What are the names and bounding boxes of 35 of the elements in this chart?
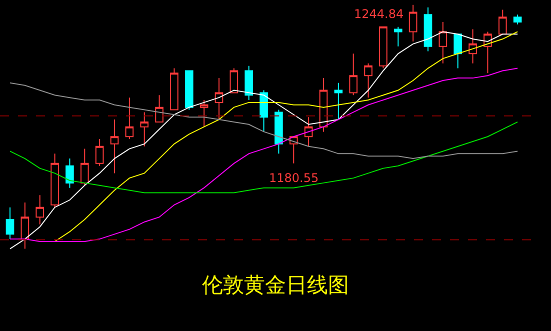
candlestick: [304, 116, 313, 147]
candlestick: [200, 100, 208, 128]
candlestick: [513, 14, 522, 25]
candlestick: [36, 194, 44, 225]
candlestick: [468, 28, 477, 64]
text: 伦敦黄金日线图: [202, 273, 349, 298]
candlestick: [379, 26, 388, 69]
annotation: 1180.55: [269, 171, 319, 185]
candlestick: [155, 94, 164, 122]
candlestick: [95, 138, 104, 166]
candlestick: [184, 70, 194, 110]
candlestick: [424, 6, 432, 52]
candlestick: [364, 62, 372, 98]
annotation: 1244.84: [354, 7, 404, 21]
candlestick: [394, 26, 402, 47]
candlestick: [334, 82, 343, 120]
candlestick: [140, 112, 149, 147]
candlestick: [214, 78, 224, 120]
candlestick: [20, 202, 30, 250]
candlestick: [66, 158, 74, 188]
candlestick: [260, 90, 268, 132]
candlestick: [244, 65, 254, 101]
candlestick: [50, 153, 59, 208]
candlestick: [349, 53, 358, 96]
candlestick: [6, 206, 14, 240]
candlestick: [454, 34, 462, 69]
candlestick: [170, 68, 178, 110]
candlestick: [498, 9, 507, 35]
candlestick: [408, 4, 418, 42]
candlestick: [230, 68, 238, 94]
candlestick: [274, 109, 283, 154]
candlestick: [438, 21, 448, 64]
candlestick: [80, 148, 89, 186]
candlestick: [110, 119, 119, 174]
candlestick: [125, 97, 134, 140]
